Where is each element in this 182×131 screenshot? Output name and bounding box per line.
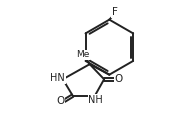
Text: NH: NH [88,95,103,105]
Text: HN: HN [50,73,65,83]
Text: F: F [112,7,118,17]
Text: Me: Me [76,50,90,59]
Text: O: O [56,96,64,107]
Text: O: O [114,74,123,84]
